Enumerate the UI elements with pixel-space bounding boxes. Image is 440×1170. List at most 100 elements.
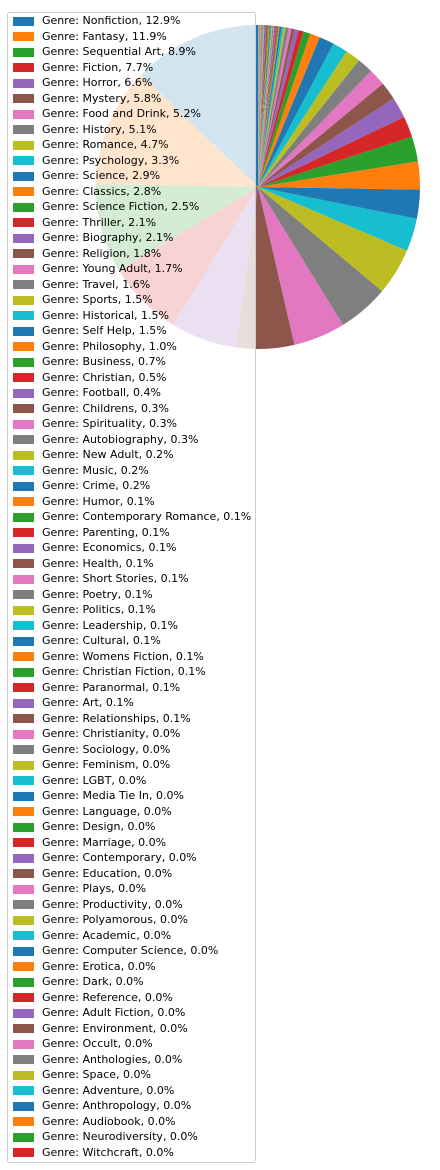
legend-item: Genre: Audiobook, 0.0%: [13, 1115, 176, 1129]
legend-label: Genre: Leadership, 0.1%: [42, 618, 178, 632]
legend-swatch: [13, 698, 34, 708]
legend-item: Genre: Historical, 1.5%: [13, 309, 169, 323]
legend-swatch: [13, 125, 34, 134]
legend-item: Genre: Contemporary Romance, 0.1%: [13, 510, 251, 524]
pie-slice: [258, 26, 279, 187]
legend-label: Genre: Christian, 0.5%: [42, 370, 167, 384]
legend-label: Genre: Anthologies, 0.0%: [42, 1052, 183, 1066]
legend-item: Genre: Classics, 2.8%: [13, 185, 161, 199]
legend-item: Genre: Romance, 4.7%: [13, 138, 169, 152]
legend-label: Genre: Erotica, 0.0%: [42, 959, 156, 973]
legend-label: Genre: Marriage, 0.0%: [42, 835, 167, 849]
pie-slice: [258, 25, 260, 187]
legend-item: Genre: Christianity, 0.0%: [13, 727, 180, 741]
legend-swatch: [13, 63, 34, 72]
legend-swatch: [13, 94, 34, 103]
legend-item: Genre: Adventure, 0.0%: [13, 1084, 174, 1098]
pie-slice: [258, 25, 260, 187]
legend-swatch: [13, 264, 34, 274]
legend-swatch: [13, 915, 34, 925]
pie-slice: [258, 25, 259, 187]
pie-slice: [258, 30, 304, 187]
pie-slice: [258, 161, 420, 190]
pie-slice: [258, 25, 268, 188]
legend-label: Genre: Parenting, 0.1%: [42, 525, 170, 539]
legend-swatch: [13, 16, 34, 26]
pie-slice: [258, 25, 263, 187]
legend-label: Genre: Dark, 0.0%: [42, 975, 144, 988]
legend-swatch: [13, 946, 34, 956]
pie-slice: [258, 25, 259, 188]
legend-label: Genre: Paranormal, 0.1%: [42, 680, 181, 694]
legend-item: Genre: Music, 0.2%: [13, 464, 149, 478]
pie-slice: [258, 25, 266, 187]
legend-label: Genre: Mystery, 5.8%: [42, 91, 162, 105]
legend-swatch: [13, 528, 34, 537]
legend-swatch: [13, 1055, 34, 1064]
legend-swatch: [13, 760, 34, 770]
legend-item: Genre: Young Adult, 1.7%: [13, 262, 183, 276]
pie-slice: [258, 25, 261, 188]
pie-slice: [258, 25, 261, 187]
legend-swatch: [13, 311, 34, 320]
legend-label: Genre: Anthropology, 0.0%: [42, 1099, 192, 1112]
legend-item: Genre: Short Stories, 0.1%: [13, 572, 189, 586]
legend-label: Genre: Polyamorous, 0.0%: [42, 913, 188, 926]
legend-item: Genre: Science, 2.9%: [13, 169, 160, 183]
pie-slice: [258, 25, 259, 188]
pie-slice: [258, 98, 405, 187]
legend-swatch: [13, 714, 34, 723]
legend-item: Genre: New Adult, 0.2%: [13, 448, 174, 462]
legend-swatch: [13, 636, 34, 646]
legend-label: Genre: Childrens, 0.3%: [42, 401, 169, 415]
legend-swatch: [13, 574, 34, 584]
legend-swatch: [13, 543, 34, 553]
legend-item: Genre: Cultural, 0.1%: [13, 634, 161, 648]
legend-label: Genre: New Adult, 0.2%: [42, 448, 174, 461]
legend-label: Genre: Health, 0.1%: [42, 556, 154, 570]
legend-item: Genre: Economics, 0.1%: [13, 541, 176, 555]
legend-item: Genre: Horror, 6.6%: [13, 76, 152, 90]
legend-label: Genre: Relationships, 0.1%: [42, 711, 191, 725]
legend-item: Genre: Childrens, 0.3%: [13, 402, 169, 416]
legend-label: Genre: Thriller, 2.1%: [42, 215, 157, 229]
legend-item: Genre: LGBT, 0.0%: [13, 774, 146, 788]
pie-slice: [258, 25, 264, 188]
legend-item: Genre: Leadership, 0.1%: [13, 619, 178, 633]
legend-swatch: [13, 357, 34, 367]
legend-label: Genre: Witchcraft, 0.0%: [42, 1145, 174, 1159]
legend-label: Genre: Food and Drink, 5.2%: [42, 107, 201, 120]
pie-slice: [258, 25, 272, 187]
legend-swatch: [13, 1024, 34, 1033]
pie-slice: [258, 25, 277, 188]
legend-item: Genre: Productivity, 0.0%: [13, 898, 183, 912]
pie-slice: [258, 26, 280, 187]
legend-swatch: [13, 342, 34, 351]
pie-slice: [258, 25, 275, 187]
legend-swatch: [13, 931, 34, 940]
pie-slice: [258, 25, 267, 188]
legend-swatch: [13, 993, 34, 1002]
legend-label: Genre: Business, 0.7%: [42, 355, 166, 368]
pie-slice: [258, 25, 263, 188]
legend-item: Genre: Feminism, 0.0%: [13, 758, 170, 772]
pie-slice: [258, 25, 262, 187]
legend-label: Genre: Adventure, 0.0%: [42, 1083, 175, 1097]
legend-swatch: [13, 295, 34, 305]
pie-slice: [258, 51, 359, 187]
legend-item: Genre: Adult Fiction, 0.0%: [13, 1006, 185, 1020]
legend-swatch: [13, 450, 34, 460]
legend-label: Genre: Sports, 1.5%: [42, 293, 153, 306]
pie-slice: [258, 43, 347, 187]
legend-swatch: [13, 1070, 34, 1080]
legend-swatch: [13, 202, 34, 212]
legend-item: Genre: Philosophy, 1.0%: [13, 340, 177, 354]
legend-label: Genre: Neurodiversity, 0.0%: [42, 1130, 198, 1143]
legend-label: Genre: Feminism, 0.0%: [42, 758, 171, 771]
legend-item: Genre: Erotica, 0.0%: [13, 960, 156, 974]
legend-label: Genre: Travel, 1.6%: [42, 277, 151, 291]
pie-slice: [258, 27, 289, 188]
legend-swatch: [13, 853, 34, 863]
legend-swatch: [13, 977, 34, 987]
pie-slice: [258, 71, 383, 187]
